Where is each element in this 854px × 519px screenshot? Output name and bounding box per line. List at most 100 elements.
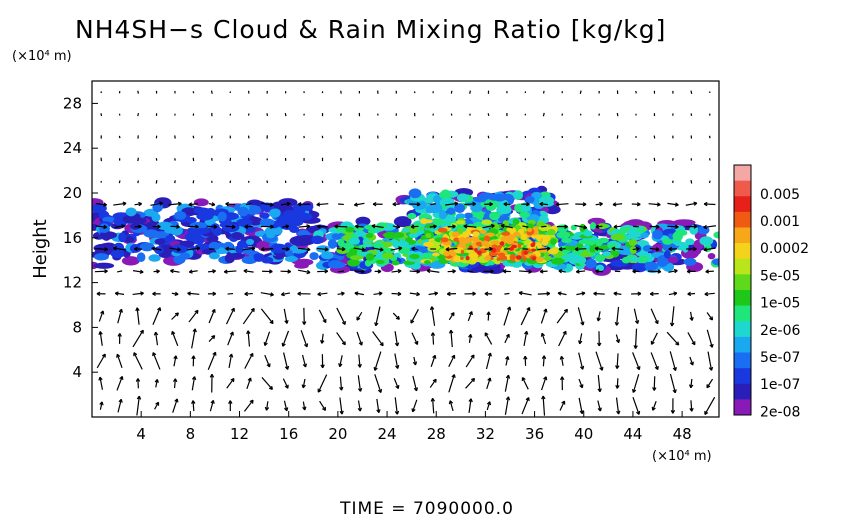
wind-vector-head <box>320 339 325 344</box>
wind-vector <box>284 112 287 117</box>
cloud-cell <box>489 211 500 221</box>
wind-vector-head <box>500 223 505 229</box>
wind-vector-head <box>472 291 476 296</box>
cloud-cell <box>291 210 307 220</box>
wind-vector <box>318 309 327 323</box>
wind-vector-head <box>543 308 548 313</box>
wind-vector-head <box>133 352 138 357</box>
wind-vector-head <box>104 269 108 274</box>
wind-vector-head <box>655 224 660 229</box>
wind-vector <box>152 307 161 326</box>
wind-vector <box>687 332 696 346</box>
wind-vector-head <box>212 291 217 296</box>
cloud-cell <box>154 238 166 245</box>
y-tick-label: 8 <box>72 318 82 336</box>
wind-vector-head <box>672 367 677 372</box>
wind-vector <box>448 312 455 321</box>
wind-vector-head <box>100 310 105 315</box>
wind-vector <box>354 292 364 296</box>
wind-vector-head <box>210 399 215 404</box>
wind-vector-head <box>212 351 217 356</box>
wind-vector <box>136 307 140 325</box>
wind-vector <box>266 180 269 184</box>
wind-vector-head <box>392 202 397 207</box>
wind-vector <box>632 396 640 415</box>
wind-vector-head <box>651 406 656 411</box>
wind-vector <box>707 351 713 371</box>
wind-vector <box>152 352 161 370</box>
wind-vector-head <box>706 384 711 389</box>
wind-vector-head <box>505 374 511 379</box>
chart-title: NH4SH−s Cloud & Rain Mixing Ratio [kg/kg… <box>75 15 666 44</box>
wind-vector <box>246 377 252 389</box>
cloud-cell <box>521 252 525 258</box>
wind-vector-head <box>430 332 436 337</box>
wind-vector-head <box>324 269 329 274</box>
wind-vector <box>430 355 436 367</box>
cloud-cell <box>193 207 211 214</box>
wind-vector-head <box>285 246 290 252</box>
cloud-cell <box>354 230 366 237</box>
cloud-cell <box>224 253 235 264</box>
cloud-cell <box>544 205 561 215</box>
wind-vector <box>541 225 547 228</box>
wind-vector-head <box>652 387 657 391</box>
wind-vector-head <box>195 224 199 229</box>
wind-vector <box>300 330 308 348</box>
wind-vector <box>395 157 398 161</box>
wind-vector <box>261 247 274 251</box>
wind-vector <box>540 376 547 391</box>
cloud-cell <box>259 212 270 220</box>
wind-vector <box>430 203 436 206</box>
wind-vector <box>137 90 139 94</box>
wind-vector-head <box>452 224 456 229</box>
cloud-cell <box>139 242 155 252</box>
wind-vector-head <box>633 345 638 349</box>
wind-vector-head <box>339 386 344 391</box>
cloud-cell <box>213 226 222 237</box>
wind-vector <box>669 351 677 371</box>
wind-vector <box>448 374 455 393</box>
wind-vector <box>168 202 182 206</box>
cloud-cell <box>329 261 346 269</box>
wind-vector <box>117 399 122 413</box>
wind-vector <box>394 353 399 369</box>
cloud-cell <box>408 232 419 239</box>
wind-vector-head <box>156 269 160 274</box>
wind-vector <box>504 375 510 392</box>
wind-vector-head <box>487 377 492 382</box>
x-tick-label: 16 <box>279 425 298 443</box>
y-tick-label: 4 <box>72 363 82 381</box>
wind-vector-head <box>284 407 289 412</box>
wind-vector <box>557 292 567 296</box>
wind-vector-head <box>157 224 161 229</box>
cloud-cell <box>295 258 314 266</box>
wind-vector-head <box>339 410 344 415</box>
cloud-cell <box>425 232 432 239</box>
wind-vector-head <box>268 269 273 274</box>
wind-vector <box>114 225 125 229</box>
wind-vector <box>96 353 106 369</box>
cloud-cell <box>382 252 394 260</box>
wind-vector-head <box>411 246 416 252</box>
wind-vector-head <box>563 308 568 313</box>
wind-vector-head <box>429 306 435 311</box>
y-tick-label: 28 <box>63 94 82 112</box>
wind-vector-head <box>559 355 565 360</box>
wind-vector-head <box>526 306 531 311</box>
wind-vector <box>261 377 273 390</box>
wind-vector-head <box>693 224 698 229</box>
colorbar-frame <box>733 164 752 416</box>
cloud-cell <box>456 193 469 202</box>
cloud-cell <box>473 204 483 212</box>
wind-vector-head <box>709 316 714 321</box>
cloud-cell <box>534 256 544 262</box>
wind-vector <box>635 90 637 94</box>
wind-vector <box>192 135 195 139</box>
wind-vector <box>336 307 346 325</box>
wind-vector-head <box>470 354 475 359</box>
cloud-cell <box>713 231 719 239</box>
wind-vector <box>173 355 177 367</box>
wind-vector <box>261 202 274 206</box>
